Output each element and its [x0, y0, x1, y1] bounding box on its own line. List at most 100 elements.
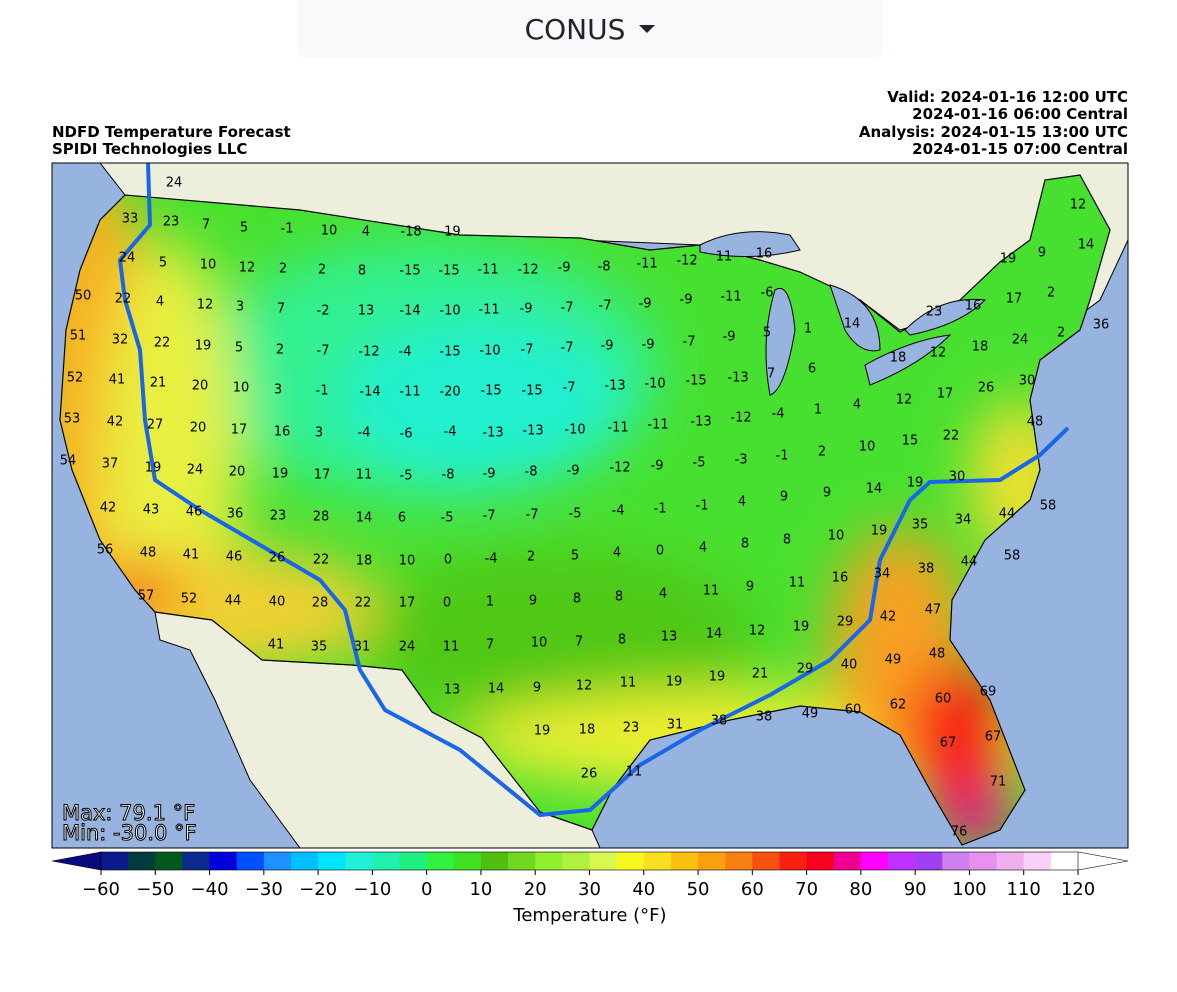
station-temp: 10 [321, 224, 338, 239]
station-temp: 57 [138, 589, 155, 604]
station-temp: 38 [918, 562, 935, 577]
station-temp: -4 [772, 407, 785, 422]
station-temp: -5 [441, 511, 454, 526]
freezing-line [118, 163, 1070, 817]
colorbar-tick-label: −20 [299, 879, 337, 900]
station-temp: -13 [604, 379, 625, 394]
station-temp: -9 [680, 293, 693, 308]
station-temp: -13 [690, 415, 711, 430]
station-temp: 12 [896, 393, 913, 408]
station-temp: -7 [599, 299, 612, 314]
station-temp: 36 [227, 507, 244, 522]
station-temp: -20 [439, 385, 460, 400]
colorbar-segment [752, 852, 780, 870]
station-temp: -9 [639, 297, 652, 312]
colorbar-tick-label: −40 [191, 879, 229, 900]
colorbar-segment [1023, 852, 1052, 870]
station-temp: 8 [741, 537, 749, 552]
station-temp: -13 [482, 426, 503, 441]
station-temp: 5 [235, 341, 243, 356]
colorbar-segment [942, 852, 970, 870]
map-title: NDFD Temperature Forecast [52, 123, 291, 141]
station-temp: 20 [192, 379, 209, 394]
station-temp: 19 [666, 675, 683, 690]
station-temp: -9 [567, 464, 580, 479]
station-temp: 0 [656, 544, 664, 559]
station-temp: 69 [980, 685, 997, 700]
station-temp: 62 [890, 698, 907, 713]
colorbar-segment [426, 852, 455, 870]
station-temp: 0 [444, 553, 452, 568]
station-temp: 2 [318, 263, 326, 278]
station-temp: 40 [269, 595, 286, 610]
station-temp: -7 [526, 508, 539, 523]
station-temp: -9 [601, 339, 614, 354]
station-temp: 14 [844, 317, 861, 332]
station-temp: 35 [912, 518, 929, 533]
station-temp: -11 [647, 418, 668, 433]
station-temp: 1 [804, 322, 812, 337]
station-temp: 18 [579, 723, 596, 738]
station-temp: -8 [525, 465, 538, 480]
station-temp: 2 [818, 445, 826, 460]
colorbar-segment [399, 852, 428, 870]
station-temp: 48 [929, 647, 946, 662]
station-temp: -9 [558, 261, 571, 276]
station-temp: 32 [112, 333, 129, 348]
station-temp: 4 [699, 541, 707, 556]
map-subtitle: SPIDI Technologies LLC [52, 140, 247, 158]
station-temp: 14 [488, 682, 505, 697]
station-temp: -15 [438, 264, 459, 279]
caret[interactable] [639, 25, 656, 33]
station-temp: 17 [231, 423, 248, 438]
station-temp: -7 [561, 341, 574, 356]
colorbar-segment [290, 852, 319, 870]
colorbar-segment [182, 852, 211, 870]
station-temp: -4 [399, 345, 412, 360]
station-temp: 10 [399, 554, 416, 569]
colorbar-tick-label: 120 [1061, 879, 1095, 900]
station-temp: -7 [563, 381, 576, 396]
station-temp: 54 [60, 454, 77, 469]
station-temp: 38 [711, 714, 728, 729]
station-temp: 26 [581, 767, 598, 782]
colorbar-segment [589, 852, 618, 870]
station-temp: -9 [723, 330, 736, 345]
station-temp: 16 [756, 247, 773, 262]
station-temp: 40 [841, 658, 858, 673]
station-temp: 51 [70, 329, 87, 344]
station-temp: 58 [1040, 499, 1057, 514]
station-temp: 58 [1004, 549, 1021, 564]
colorbar-tick-label: 10 [469, 879, 492, 900]
region-selector[interactable]: CONUS [298, 0, 882, 58]
station-temp: 42 [880, 610, 897, 625]
station-temp: 17 [314, 468, 331, 483]
station-temp: -6 [761, 286, 774, 301]
colorbar-tick-label: −10 [353, 879, 391, 900]
station-temp: 49 [885, 653, 902, 668]
colorbar-segment [698, 852, 726, 870]
station-temp: -8 [598, 260, 611, 275]
station-temp: 6 [398, 511, 406, 526]
station-temp: 56 [97, 543, 114, 558]
station-temp: -9 [651, 459, 664, 474]
station-temp: 5 [763, 326, 771, 341]
station-temp: -15 [521, 384, 542, 399]
station-temp: 8 [573, 592, 581, 607]
station-temp: -12 [358, 345, 379, 360]
station-temp: -11 [478, 303, 499, 318]
station-temp: -2 [317, 304, 330, 319]
station-temp: -10 [564, 423, 585, 438]
station-temp: 7 [486, 638, 494, 653]
station-temp: 23 [163, 215, 180, 230]
station-temp: 22 [313, 553, 330, 568]
station-temp: 41 [183, 548, 200, 563]
selector-label[interactable]: CONUS [524, 12, 626, 46]
station-temp: 8 [358, 264, 366, 279]
station-temp: 76 [951, 825, 968, 840]
station-temp: 53 [64, 412, 81, 427]
station-temp: 11 [716, 250, 733, 265]
station-temp: 8 [615, 590, 623, 605]
station-temp: 44 [225, 594, 242, 609]
station-temp: 21 [150, 376, 167, 391]
